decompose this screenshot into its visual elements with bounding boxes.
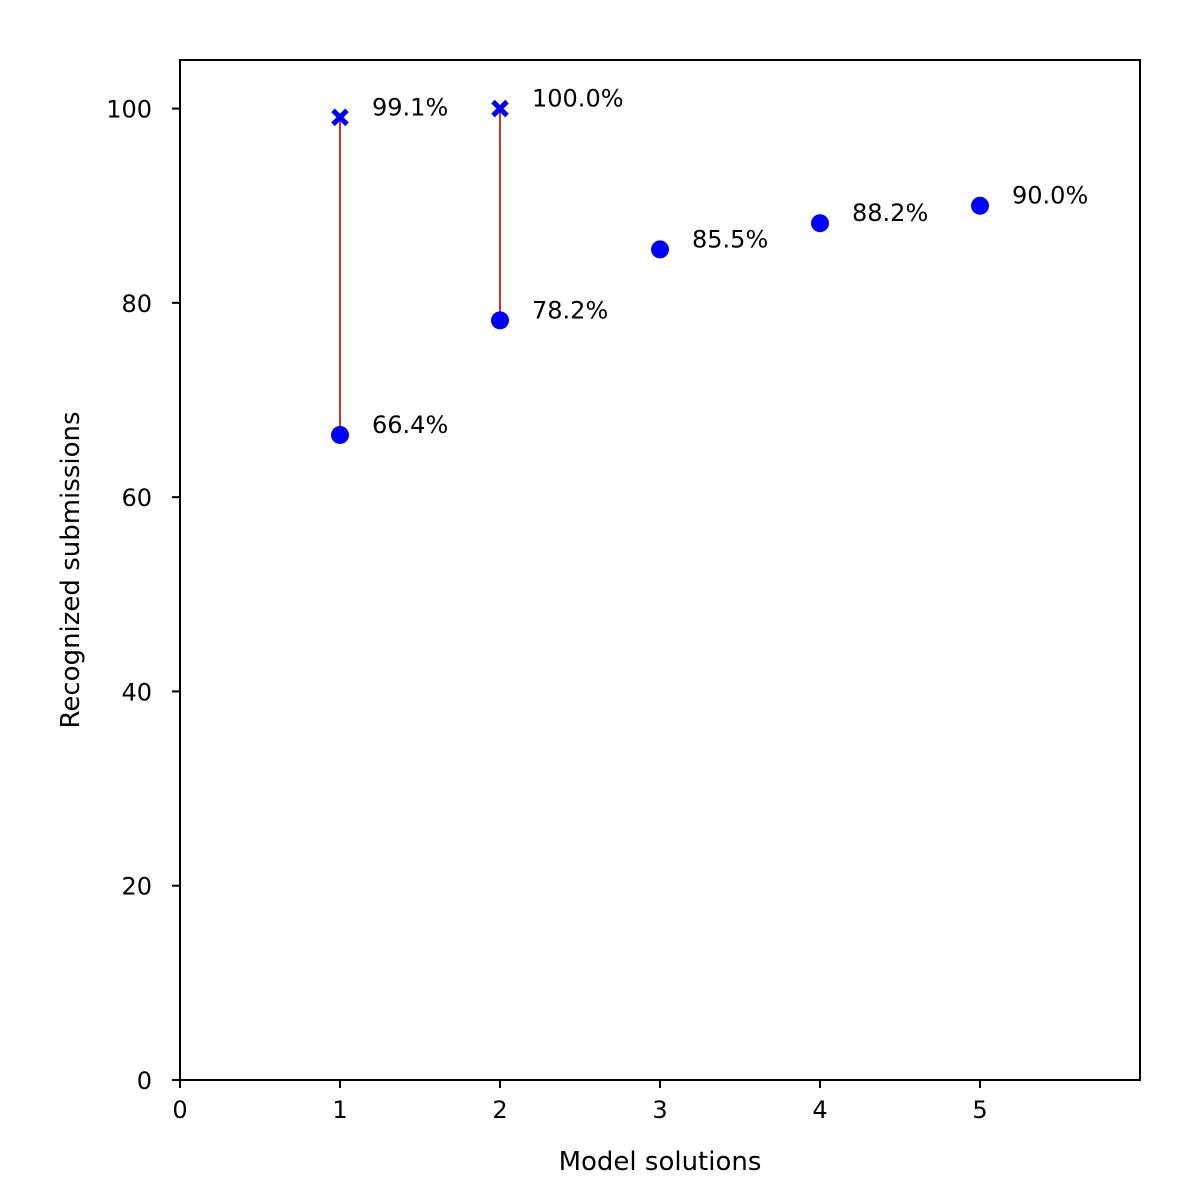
x-tick-label: 2: [492, 1096, 507, 1124]
y-tick-label: 100: [106, 96, 152, 124]
x-tick-label: 4: [812, 1096, 827, 1124]
y-tick-label: 0: [137, 1067, 152, 1095]
x-tick-label: 0: [172, 1096, 187, 1124]
data-label: 78.2%: [532, 296, 608, 324]
data-point-x-marker: [331, 108, 349, 127]
y-tick-label: 40: [121, 678, 152, 706]
y-tick-label: 60: [121, 484, 152, 512]
y-axis-label: Recognized submissions: [56, 411, 86, 728]
data-label: 85.5%: [692, 225, 768, 253]
data-point: [331, 425, 349, 444]
y-tick-label: 20: [121, 873, 152, 901]
data-labels-layer: 66.4% 78.2% 85.5% 88.2% 90.0% 99.1% 100.0%: [372, 85, 1088, 439]
data-label: 88.2%: [852, 199, 928, 227]
data-point: [651, 240, 669, 259]
data-point: [811, 214, 829, 233]
points-layer: [331, 99, 989, 444]
data-label: 66.4%: [372, 411, 448, 439]
connectors-layer: [339, 108, 501, 435]
x-tick-label: 1: [332, 1096, 347, 1124]
data-label: 100.0%: [532, 85, 624, 113]
x-tick-label: 5: [972, 1096, 987, 1124]
x-axis-label: Model solutions: [559, 1147, 762, 1177]
data-point: [971, 196, 989, 215]
data-point: [491, 311, 509, 330]
data-label: 99.1%: [372, 93, 448, 121]
x-tick-label: 3: [652, 1096, 667, 1124]
data-point-x-marker: [491, 99, 509, 118]
x-axis-ticks: 0 1 2 3 4 5: [172, 1080, 988, 1124]
data-label: 90.0%: [1012, 182, 1088, 210]
y-tick-label: 80: [121, 290, 152, 318]
y-axis-ticks: 0 20 40 60 80 100: [106, 96, 180, 1095]
